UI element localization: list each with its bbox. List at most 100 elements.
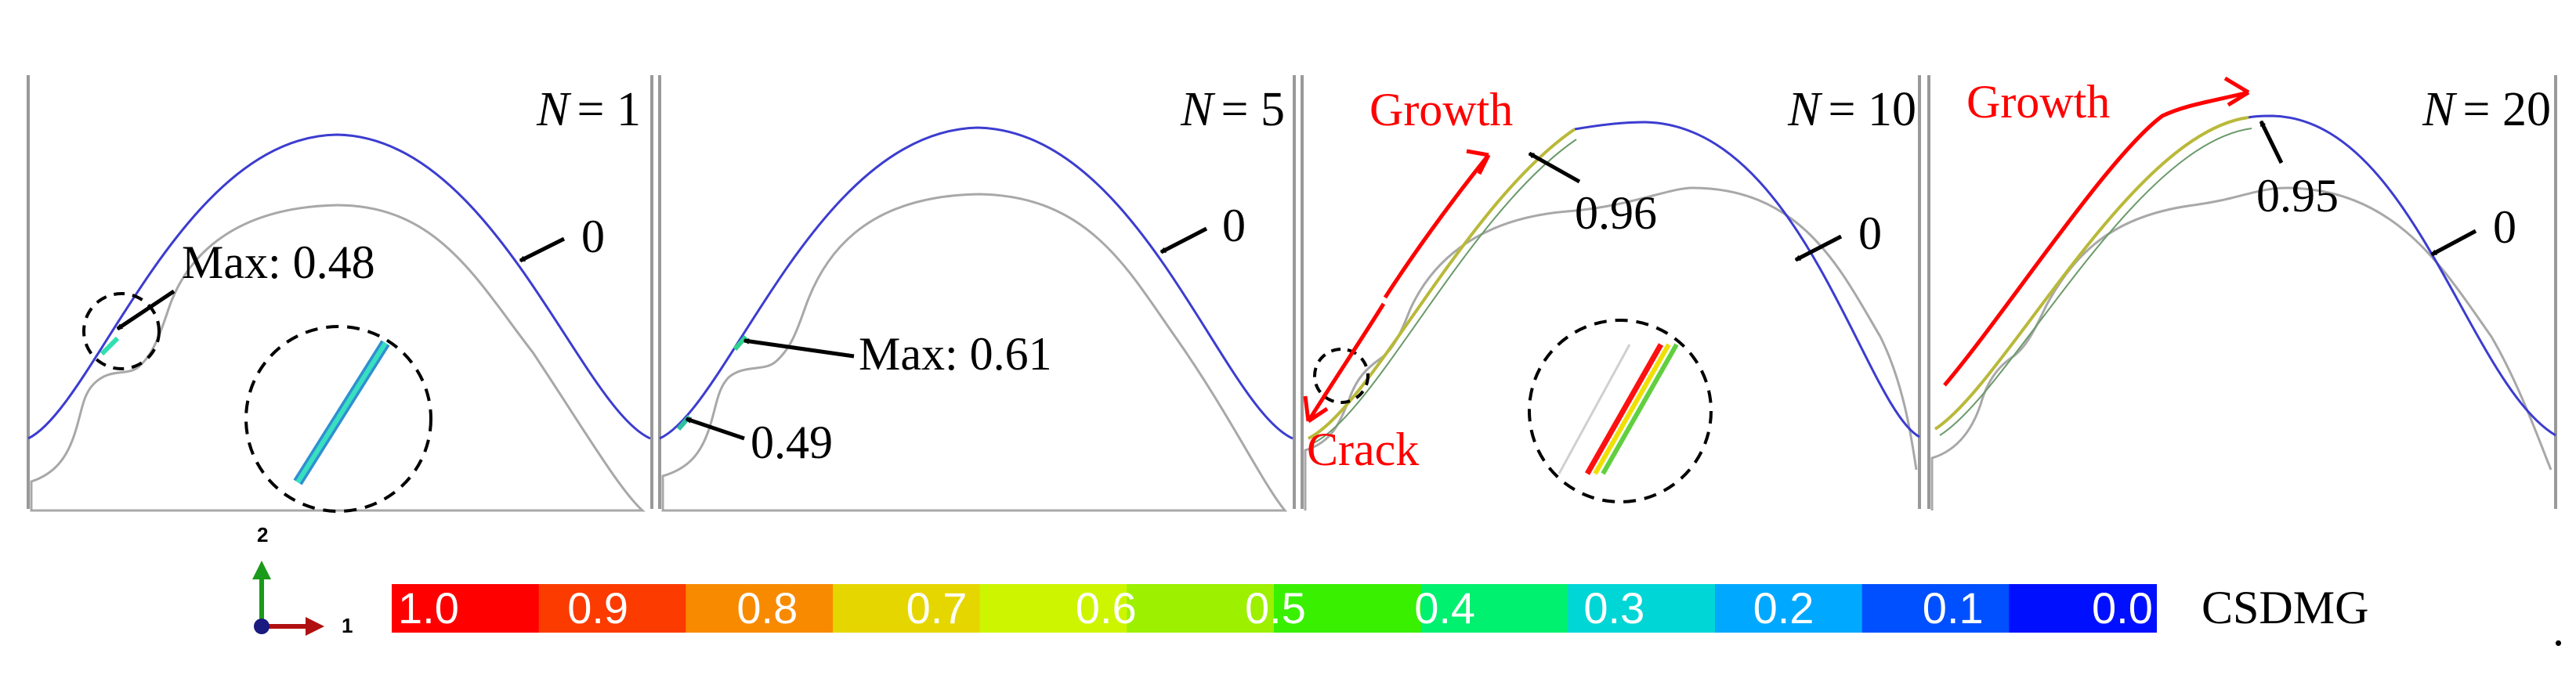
colorbar-segment <box>1861 584 2010 633</box>
crack-arrow-head-1 <box>1303 395 1311 422</box>
detail-circle-small <box>82 292 161 370</box>
zero-label: 0 <box>1858 207 1882 259</box>
colorbar-tick-label: 0.6 <box>1076 583 1137 633</box>
panel-n5: Max: 0.61 0.49 0 N = 5 <box>658 75 1296 512</box>
colorbar-tick-label: 0.8 <box>736 583 798 633</box>
inner-profile-curve <box>661 193 1288 512</box>
growth-label: Growth <box>1966 76 2110 128</box>
panel-label-var: N <box>2422 83 2458 136</box>
zoom-crack-green <box>1601 343 1679 475</box>
detail-circle-zoom <box>1528 319 1713 503</box>
colorbar-tick-label: 1.0 <box>398 583 459 633</box>
panel-label: N = 20 <box>2422 83 2551 136</box>
peak-label: 0.95 <box>2256 170 2339 222</box>
max-label: Max: 0.61 <box>859 328 1052 380</box>
panel-label: N = 5 <box>1180 83 1285 136</box>
panel-label-value: = 5 <box>1221 83 1285 136</box>
panel-label-value: = 10 <box>1829 83 1916 136</box>
crack-label: Crack <box>1307 424 1419 475</box>
growth-arrow-head-1 <box>1466 149 1489 157</box>
panel-label-value: = 20 <box>2463 83 2551 136</box>
panel-label-value: = 1 <box>577 83 641 136</box>
crack-arrow-head-2 <box>1307 406 1329 424</box>
colorbar-tick-label: 0.2 <box>1753 583 1814 633</box>
secondary-arrow <box>686 417 745 441</box>
growth-label: Growth <box>1369 84 1513 135</box>
max-arrow <box>118 289 175 331</box>
colorbar-segment <box>1715 584 1863 633</box>
colorbar-segment <box>2009 584 2157 633</box>
zero-label: 0 <box>2493 201 2516 253</box>
detail-circle-small <box>1313 348 1369 404</box>
zero-label: 0 <box>581 211 605 262</box>
colorbar-tick-label: 0.0 <box>2092 583 2153 633</box>
axis-1-arrowhead <box>306 617 324 636</box>
colorbar-tick-label: 0.9 <box>567 583 628 633</box>
cracked-region-curve-inner <box>1312 139 1577 444</box>
axis-triad: 2 1 <box>252 523 353 637</box>
panel-n1: Max: 0.48 0 N = 1 <box>27 75 653 513</box>
zero-arrow <box>520 236 566 263</box>
zoom-crack-yellow <box>1593 343 1671 475</box>
colorbar-segment <box>1420 584 1569 633</box>
colorbar-segment <box>686 584 834 633</box>
damage-mark <box>99 336 120 356</box>
colorbar-segment <box>1568 584 1716 633</box>
colorbar-segment <box>392 584 540 633</box>
growth-arrow <box>1383 153 1490 299</box>
growth-arrow-head-2 <box>2227 90 2250 107</box>
outer-profile-curve <box>27 133 651 440</box>
colorbar-segments <box>392 584 2157 633</box>
zoom-crack-red <box>1584 343 1664 475</box>
panel-n20: Growth 0.95 0 N = 20 <box>1927 75 2557 510</box>
outer-profile-curve <box>2248 114 2556 437</box>
crack-arrow <box>1306 302 1386 423</box>
peak-arrow <box>1529 151 1581 184</box>
panel-n10: Growth Crack 0.96 0 N = 10 <box>1301 75 1921 510</box>
secondary-label: 0.49 <box>751 417 833 468</box>
zoom-crack-core <box>295 341 388 484</box>
axis-1-label: 1 <box>342 614 353 637</box>
cracked-region-curve-inner <box>1939 128 2252 436</box>
panel-label-var: N <box>1180 83 1216 136</box>
colorbar-segment <box>538 584 687 633</box>
zero-arrow <box>2432 229 2477 257</box>
axis-2-arrowhead <box>252 561 271 579</box>
zoom-faint-line <box>1558 344 1631 474</box>
outer-profile-curve <box>1574 121 1920 438</box>
zero-label: 0 <box>1222 200 1246 251</box>
peak-label: 0.96 <box>1575 187 1657 239</box>
colorbar-segment <box>833 584 981 633</box>
growth-arrow <box>1943 90 2249 387</box>
panel-label-var: N <box>536 83 572 136</box>
inner-profile-curve <box>30 204 646 512</box>
colorbar-tick-labels: 1.0 0.9 0.8 0.7 0.6 0.5 0.4 0.3 0.2 0.1 0.0 <box>398 583 2153 633</box>
colorbar-segment <box>1274 584 1422 633</box>
colorbar-tick-label: 0.4 <box>1414 583 1475 633</box>
max-arrow <box>744 341 855 359</box>
colorbar-tick-label: 0.1 <box>1923 583 1984 633</box>
colorbar-tick-label: 0.5 <box>1245 583 1306 633</box>
axis-2-label: 2 <box>257 523 268 547</box>
inner-profile-curve <box>1930 186 2552 510</box>
colorbar-tick-label: 0.7 <box>906 583 968 633</box>
cracked-region-curve <box>1934 116 2249 431</box>
colorbar-tick-label: 0.3 <box>1583 583 1644 633</box>
peak-arrow <box>2259 121 2284 164</box>
colorbar-segment <box>1127 584 1275 633</box>
max-label: Max: 0.48 <box>182 236 375 288</box>
panel-label-var: N <box>1787 83 1823 136</box>
cracked-region-curve <box>1308 128 1576 440</box>
panel-label: N = 10 <box>1787 83 1916 136</box>
triad-origin <box>254 619 270 634</box>
zero-arrow <box>1161 226 1208 254</box>
detail-circle-zoom <box>244 325 432 513</box>
panel-label: N = 1 <box>536 83 641 136</box>
colorbar: 1.0 0.9 0.8 0.7 0.6 0.5 0.4 0.3 0.2 0.1 0.0 CSDMG <box>392 582 2368 633</box>
zero-arrow <box>1796 234 1843 262</box>
outer-profile-curve <box>659 126 1293 440</box>
footnote-mark: . <box>2552 604 2564 655</box>
inner-profile-curve <box>1304 186 1918 510</box>
colorbar-title: CSDMG <box>2202 582 2368 633</box>
